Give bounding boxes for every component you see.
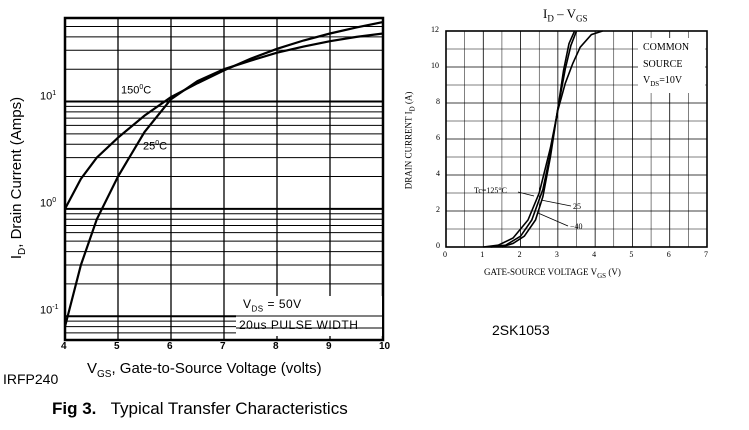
right-x-tick-label: 0: [443, 250, 447, 259]
right-legend-source: SOURCE: [643, 59, 683, 70]
right-x-tick-label: 6: [666, 250, 671, 259]
left-x-tick-label: 10: [379, 341, 391, 352]
left-y-axis-label: ID, Drain Current (Amps): [8, 96, 28, 260]
right-y-tick-label: 2: [436, 205, 440, 214]
right-y-tick-label: 8: [436, 97, 440, 106]
right-x-axis-label: GATE-SOURCE VOLTAGE VGS (V): [484, 267, 621, 280]
left-y-tick-label: 10-1: [40, 304, 59, 317]
right-chart-grid: [445, 30, 708, 248]
left-x-tick-label: 9: [326, 341, 332, 352]
right-y-axis-label: DRAIN CURRENT ID (A): [403, 91, 417, 190]
right-x-tick-label: 4: [592, 250, 597, 259]
right-y-tick-label: 10: [431, 61, 439, 70]
right-series-line-1: [490, 30, 578, 248]
right-y-tick-label: 0: [436, 241, 440, 250]
left-chart-curves: [63, 21, 384, 327]
left-y-tick-label: 101: [40, 89, 57, 103]
right-x-tick-label: 5: [629, 250, 634, 259]
series-label-tc125: Tc=125°C: [474, 186, 507, 195]
right-chart-title: ID – VGS: [543, 6, 588, 24]
left-y-tick-label: 100: [40, 196, 57, 210]
series-label-25c: 250C: [143, 140, 168, 153]
right-y-tick-label: 12: [431, 25, 439, 34]
series-label-150c: 1500C: [121, 84, 152, 97]
left-x-tick-label: 4: [61, 341, 67, 352]
left-chart-grid: [63, 16, 385, 342]
series-label-minus40: −40: [570, 222, 583, 231]
right-x-tick-label: 7: [704, 250, 708, 259]
right-legend-vds: VDS=10V: [643, 75, 683, 88]
pulse-width-annotation: 20us PULSE WIDTH: [239, 318, 359, 332]
right-chart-curves: [483, 30, 603, 248]
part-number-right: 2SK1053: [492, 322, 550, 338]
left-series-line-1: [63, 32, 384, 327]
right-series-line-2: [501, 30, 576, 248]
right-y-tick-label: 4: [436, 169, 440, 178]
vds-annotation: VDS = 50V: [243, 297, 302, 314]
left-x-tick-label: 5: [114, 341, 120, 352]
right-x-tick-label: 2: [517, 250, 522, 259]
right-x-tick-label: 3: [554, 250, 559, 259]
right-y-tick-label: 6: [436, 133, 440, 142]
left-x-tick-label: 7: [220, 341, 226, 352]
leader-tc125: [517, 191, 535, 197]
figure-caption: Fig 3. Typical Transfer Characteristics: [52, 399, 348, 418]
leader-minus40: [537, 212, 569, 227]
left-x-axis-label: VGS, Gate-to-Source Voltage (volts): [87, 360, 322, 380]
left-x-tick-label: 6: [167, 341, 173, 352]
right-legend-box: [638, 38, 705, 93]
leader-25: [540, 199, 572, 207]
series-label-25: 25: [573, 202, 581, 211]
right-x-tick-label: 1: [480, 250, 485, 259]
left-series-line-0: [64, 21, 384, 210]
part-number-left: IRFP240: [3, 371, 59, 387]
left-plot-frame: [63, 16, 385, 342]
right-legend-common: COMMON: [643, 42, 690, 53]
left-x-tick-label: 8: [273, 341, 279, 352]
